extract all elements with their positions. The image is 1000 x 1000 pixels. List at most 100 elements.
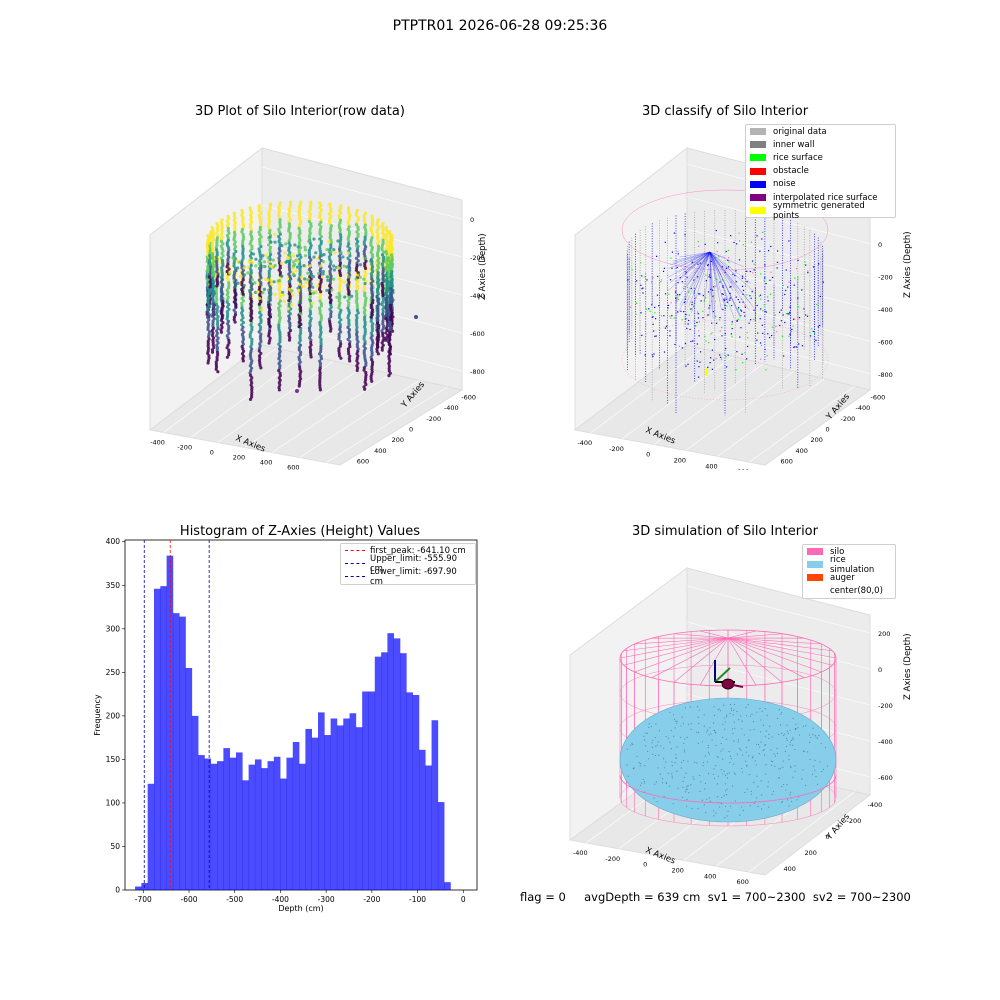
raw-x-tick-label: -200 — [177, 444, 192, 452]
classify-z-tick-label: -800 — [878, 371, 893, 379]
histogram-bar — [135, 886, 142, 890]
histogram-y-ticks: 0 50 100 150 200 250 300 350 400 — [106, 537, 125, 895]
histogram-bar — [198, 755, 205, 890]
legend-line-swatch — [345, 550, 365, 552]
status-footer: flag = 0 avgDepth = 639 cm sv1 = 700~230… — [520, 890, 911, 904]
classify-x-tick-label: -400 — [577, 439, 592, 447]
histogram-bar — [210, 763, 218, 890]
histogram-y-tick-label: 300 — [106, 624, 121, 633]
histogram-bar — [223, 748, 230, 890]
histogram-bar — [217, 761, 224, 890]
histogram-y-tick-label: 200 — [106, 711, 121, 720]
histogram-bar — [280, 778, 287, 890]
classify-3d-plot: -400-2000200400600-600-400-2000200400600… — [573, 146, 913, 470]
classify-y-tick-label: -600 — [871, 393, 886, 401]
auger-marker — [714, 660, 744, 690]
legend-item: inner wall — [746, 138, 895, 151]
histogram-bar — [235, 752, 243, 890]
simulation-z-tick-label: -200 — [878, 702, 893, 710]
histogram-x-tick-label: 0 — [461, 895, 466, 904]
histogram-x-tick-label: -300 — [318, 895, 335, 904]
raw-x-tick-label: 400 — [260, 459, 272, 467]
histogram-bar — [292, 741, 300, 890]
raw-x-tick-label: -400 — [150, 439, 165, 447]
legend-color-swatch — [807, 588, 823, 595]
histogram-y-tick-label: 400 — [106, 537, 121, 546]
legend-item: original data — [746, 125, 895, 138]
simulation-x-tick-label: -200 — [605, 855, 620, 863]
legend-label: auger — [830, 572, 855, 583]
raw-3d-ticks: -400-2000200400600800-600-400-2000200400… — [150, 216, 485, 470]
legend-color-swatch — [807, 548, 823, 556]
histogram-x-tick-label: -100 — [409, 895, 426, 904]
simulation-x-tick-label: 400 — [704, 872, 716, 880]
legend-item: silo — [803, 545, 895, 558]
histogram-bar — [254, 759, 262, 890]
simulation-z-tick-label: 0 — [878, 666, 882, 674]
simulation-y-tick-label: 0 — [826, 833, 830, 841]
legend-item: center(80,0) — [803, 585, 895, 598]
histogram-y-tick-label: 250 — [106, 668, 121, 677]
legend-color-swatch — [750, 207, 766, 215]
legend-label: center(80,0) — [830, 586, 883, 597]
simulation-z-tick-label: -400 — [878, 738, 893, 746]
histogram-legend: first_peak: -641.10 cm Upper_limit: -555.… — [340, 543, 476, 587]
histogram-bar — [141, 883, 148, 890]
simulation-y-tick-label: -200 — [847, 817, 862, 825]
legend-label: noise — [773, 179, 796, 190]
histogram-bar — [286, 757, 294, 890]
histogram-bar — [229, 757, 237, 890]
raw-3d-grid — [163, 166, 463, 463]
histogram-x-tick-label: -200 — [363, 895, 380, 904]
simulation-x-tick-label: -400 — [573, 849, 588, 857]
classify-y-tick-label: 400 — [796, 447, 808, 455]
figure-title: PTPTR01 2026-06-28 09:25:36 — [392, 18, 608, 34]
legend-color-swatch — [750, 180, 766, 188]
legend-color-swatch — [750, 167, 766, 175]
histogram-y-tick-label: 150 — [106, 755, 121, 764]
simulation-z-tick-label: 200 — [878, 630, 890, 638]
legend-line-swatch — [345, 563, 365, 565]
histogram-bar — [179, 616, 186, 890]
histogram-y-tick-label: 50 — [110, 842, 120, 851]
simulation-y-tick-label: 400 — [784, 865, 796, 873]
histogram-bar — [406, 692, 413, 890]
histogram-bar — [431, 720, 439, 890]
simulation-x-tick-label: 200 — [672, 866, 684, 874]
histogram-bar — [349, 713, 357, 890]
classify-z-axis-label: Z Axies (Depth) — [903, 231, 913, 298]
raw-z-axis-label: Z Axies (Depth) — [478, 233, 488, 300]
histogram-bar — [160, 586, 167, 890]
histogram-bar — [185, 667, 193, 890]
classify-y-tick-label: 600 — [781, 458, 793, 466]
legend-label: original data — [773, 126, 827, 137]
legend-color-swatch — [750, 194, 766, 202]
legend-item: noise — [746, 178, 895, 191]
histogram-x-ticks: -700 -600 -500 -400 -300 -200 -100 0 — [135, 890, 466, 904]
histogram-bar — [437, 802, 445, 890]
raw-3d-plot: -400-2000200400600800-600-400-2000200400… — [148, 146, 488, 470]
classify-x-tick-label: 600 — [737, 468, 749, 470]
histogram-bar — [273, 756, 281, 890]
raw-z-tick-label: -600 — [470, 330, 485, 338]
raw-y-tick-label: -600 — [461, 393, 476, 401]
raw-z-tick-label: -200 — [470, 254, 485, 262]
histogram-bar — [343, 718, 350, 890]
simulation-y-tick-label: -400 — [868, 801, 883, 809]
histogram-bar — [318, 712, 325, 890]
simulation-z-tick-label: -600 — [878, 774, 893, 782]
simulation-3d-plot: -400 -200 0 200 400 600 -400 -200 0 200 400 200 0 -20… — [568, 567, 913, 886]
raw-y-tick-label: 0 — [409, 426, 413, 434]
histogram-bar — [330, 718, 338, 890]
raw-y-tick-label: 600 — [357, 458, 369, 466]
histogram-bar — [153, 588, 161, 890]
legend-item: symmetric generated points — [746, 201, 895, 221]
histogram-bar — [368, 691, 376, 890]
classify-point-cloud — [621, 189, 829, 416]
simulation-legend: silo rice simulation auger center(80,0) — [802, 544, 896, 599]
classify-plot-title: 3D classify of Silo Interior — [641, 104, 809, 119]
histogram-bar — [444, 882, 451, 890]
raw-x-tick-label: 200 — [233, 454, 245, 462]
simulation-x-tick-label: 600 — [737, 878, 749, 886]
histogram-y-tick-label: 350 — [106, 581, 121, 590]
